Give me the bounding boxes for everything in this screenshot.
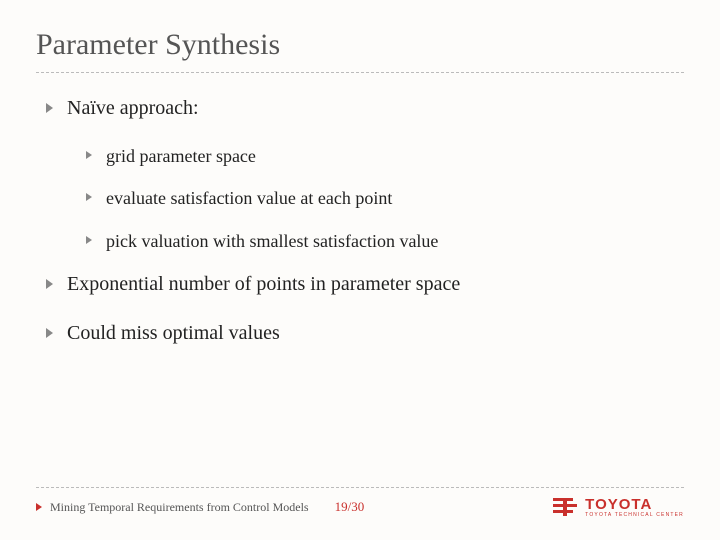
triangle-bullet-icon [46,279,53,289]
triangle-bullet-icon [86,193,92,201]
bullet-text: evaluate satisfaction value at each poin… [106,186,392,210]
triangle-bullet-icon [86,151,92,159]
slide: Parameter Synthesis Naïve approach: grid… [0,0,720,540]
toyota-logo: TOYOTA TOYOTA TECHNICAL CENTER [553,496,684,518]
bullet-text: Could miss optimal values [67,320,280,347]
footer: Mining Temporal Requirements from Contro… [36,487,684,518]
logo-main-text: TOYOTA [585,497,684,512]
bullet-top-3: Could miss optimal values [46,320,684,347]
triangle-bullet-icon [46,328,53,338]
slide-title: Parameter Synthesis [36,28,684,62]
bullet-sub-2: evaluate satisfaction value at each poin… [46,186,684,210]
page-number: 19/30 [335,499,365,515]
footer-row: Mining Temporal Requirements from Contro… [36,496,684,518]
footer-left: Mining Temporal Requirements from Contro… [36,499,364,515]
bullet-text: pick valuation with smallest satisfactio… [106,229,438,253]
footer-title: Mining Temporal Requirements from Contro… [50,500,309,515]
bullet-sub-1: grid parameter space [46,144,684,168]
triangle-bullet-icon [36,503,42,511]
bullet-text: Naïve approach: [67,95,199,122]
title-divider [36,72,684,73]
toyota-logo-text: TOYOTA TOYOTA TECHNICAL CENTER [585,497,684,518]
bullet-sub-3: pick valuation with smallest satisfactio… [46,229,684,253]
triangle-bullet-icon [86,236,92,244]
logo-sub-text: TOYOTA TECHNICAL CENTER [585,513,684,518]
triangle-bullet-icon [46,103,53,113]
bullet-top-1: Naïve approach: [46,95,684,122]
bullet-text: Exponential number of points in paramete… [67,271,460,298]
footer-divider [36,487,684,488]
toyota-logo-mark-icon [553,496,579,518]
content-area: Naïve approach: grid parameter space eva… [36,95,684,347]
bullet-text: grid parameter space [106,144,256,168]
bullet-top-2: Exponential number of points in paramete… [46,271,684,298]
